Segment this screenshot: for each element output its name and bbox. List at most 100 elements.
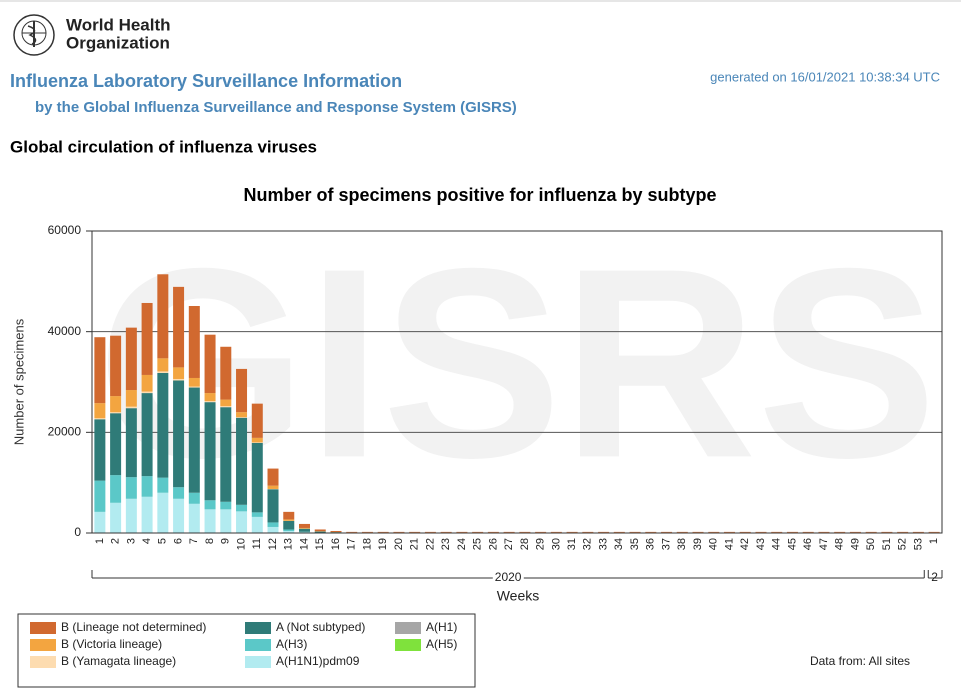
legend-swatch: [30, 622, 56, 634]
bar-segment: [189, 378, 200, 387]
bar-segment: [551, 532, 562, 533]
bar-segment: [283, 519, 294, 520]
year-label: 2: [931, 570, 938, 584]
bar-segment: [142, 303, 153, 375]
bar-segment: [236, 417, 247, 418]
bar-segment: [693, 532, 704, 533]
org-name: World Health: [66, 15, 171, 34]
bar-segment: [220, 406, 231, 407]
bar-segment: [252, 442, 263, 443]
bar-segment: [94, 481, 105, 512]
legend-label: A (Not subtyped): [276, 620, 365, 634]
x-tick-label: 24: [456, 538, 468, 550]
bar-segment: [110, 412, 121, 413]
bar-segment: [173, 499, 184, 533]
year-label: 2020: [495, 570, 522, 584]
bar-segment: [142, 375, 153, 392]
bar-segment: [205, 335, 216, 393]
bar-segment: [519, 532, 530, 533]
bar-segment: [189, 306, 200, 378]
bar-segment: [645, 532, 656, 533]
bar-segment: [330, 531, 341, 532]
bar-segment: [929, 532, 940, 533]
chart-title: Number of specimens positive for influen…: [243, 185, 716, 205]
x-tick-label: 6: [172, 538, 184, 544]
bar-segment: [189, 504, 200, 533]
x-tick-label: 3: [125, 538, 137, 544]
bar-segment: [110, 413, 121, 475]
x-tick-label: 53: [912, 538, 924, 550]
x-tick-label: 51: [881, 538, 893, 550]
bar-segment: [567, 532, 578, 533]
x-tick-label: 9: [220, 538, 232, 544]
bar-segment: [787, 532, 798, 533]
bar-segment: [441, 532, 452, 533]
bar-segment: [630, 532, 641, 533]
section-heading: Global circulation of influenza viruses: [10, 137, 317, 156]
legend-swatch: [245, 622, 271, 634]
legend-swatch: [395, 622, 421, 634]
x-tick-label: 11: [251, 538, 263, 549]
legend-label: B (Yamagata lineage): [61, 654, 176, 668]
x-tick-label: 52: [897, 538, 909, 550]
bar-segment: [299, 532, 310, 533]
x-tick-label: 27: [503, 538, 515, 550]
x-tick-label: 1: [94, 538, 106, 544]
bar-segment: [236, 505, 247, 512]
x-tick-label: 45: [786, 538, 798, 550]
bar-segment: [283, 512, 294, 520]
bar-segment: [755, 532, 766, 533]
bar-segment: [724, 532, 735, 533]
bar-segment: [142, 497, 153, 533]
bar-segment: [677, 532, 688, 533]
bar-segment: [126, 328, 137, 390]
bar-segment: [157, 358, 168, 371]
x-tick-label: 22: [424, 538, 436, 550]
bar-segment: [268, 522, 279, 527]
bar-segment: [205, 401, 216, 402]
x-tick-label: 30: [550, 538, 562, 550]
bar-segment: [173, 487, 184, 499]
bar-segment: [252, 443, 263, 512]
bar-segment: [110, 503, 121, 533]
bar-segment: [173, 367, 184, 379]
bar-segment: [94, 403, 105, 418]
x-tick-label: 10: [235, 538, 247, 550]
bar-segment: [236, 511, 247, 533]
bar-segment: [205, 402, 216, 500]
x-tick-label: 44: [771, 538, 783, 550]
x-tick-label: 19: [377, 538, 389, 550]
x-tick-label: 2: [110, 538, 122, 544]
bar-segment: [94, 419, 105, 480]
bar-segment: [346, 532, 357, 533]
bar-segment: [818, 532, 829, 533]
bar-segment: [110, 336, 121, 396]
legend-label: A(H3): [276, 637, 307, 651]
bar-segment: [535, 532, 546, 533]
bar-segment: [315, 529, 326, 531]
bar-segment: [157, 274, 168, 358]
bar-segment: [173, 380, 184, 487]
bar-segment: [252, 438, 263, 443]
x-tick-label: 49: [849, 538, 861, 550]
bar-segment: [220, 509, 231, 533]
y-axis-label: Number of specimens: [11, 318, 26, 445]
x-tick-label: 7: [188, 538, 200, 544]
x-tick-label: 41: [723, 538, 735, 550]
bar-segment: [157, 371, 168, 373]
legend-swatch: [395, 639, 421, 651]
x-tick-label: 12: [267, 538, 279, 550]
bar-segment: [157, 373, 168, 478]
bar-segment: [488, 532, 499, 533]
x-tick-label: 16: [330, 538, 342, 550]
bar-segment: [299, 524, 310, 528]
y-tick-label: 20000: [48, 425, 82, 439]
x-tick-label: 28: [519, 538, 531, 550]
x-tick-label: 35: [629, 538, 641, 550]
bar-segment: [189, 493, 200, 504]
bar-segment: [252, 512, 263, 517]
x-tick-label: 46: [802, 538, 814, 550]
x-tick-label: 25: [472, 538, 484, 550]
bar-segment: [189, 387, 200, 388]
x-tick-label: 18: [361, 538, 373, 550]
